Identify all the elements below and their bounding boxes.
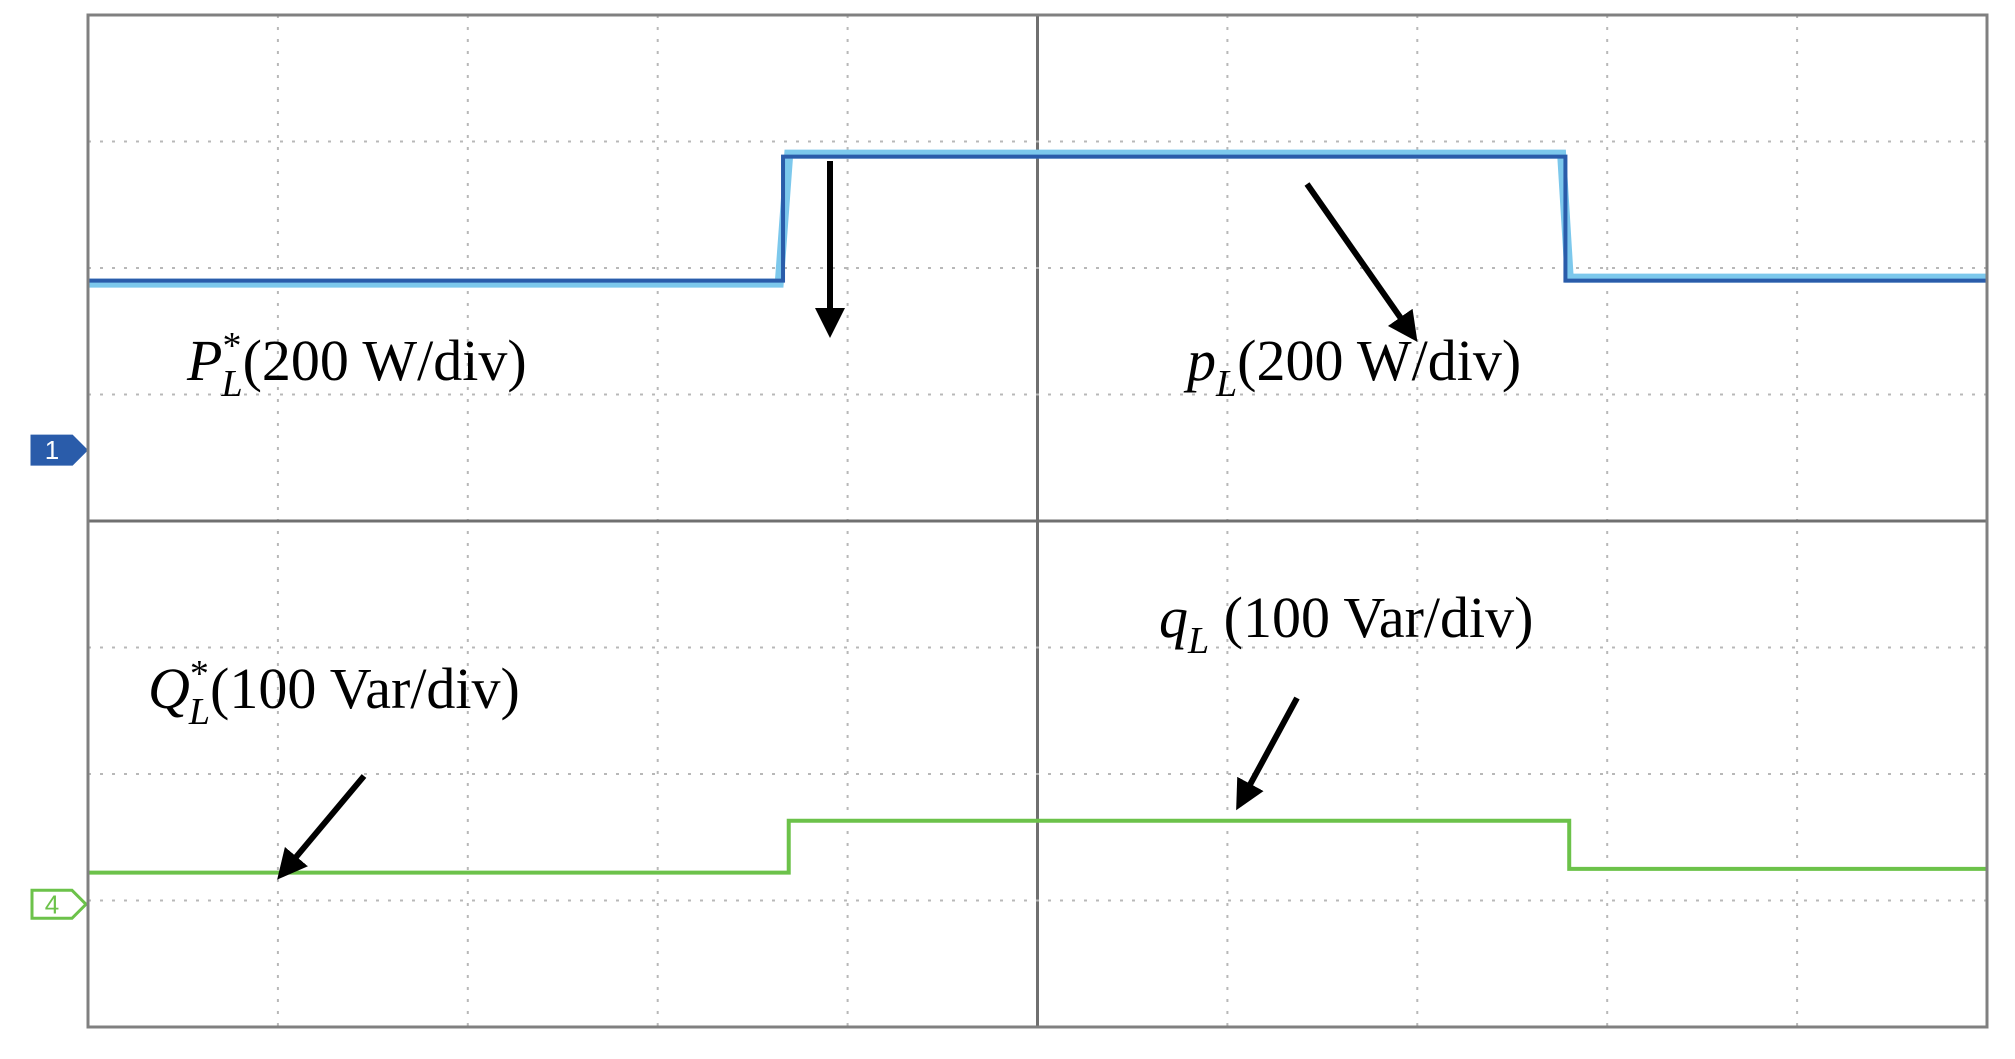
frame (86, 13, 1989, 1029)
subscript: L (220, 363, 242, 405)
symbol: P (186, 328, 222, 393)
annotation: qL (100 Var/div) (1159, 585, 1533, 662)
annotation: pL(200 W/div) (1183, 328, 1521, 405)
arrow (277, 774, 367, 880)
annotation-text: (100 Var/div) (210, 656, 520, 721)
subscript: L (1215, 363, 1237, 405)
grid (88, 15, 1987, 1027)
symbol: p (1183, 328, 1216, 393)
arrow (1236, 696, 1300, 811)
trace (88, 149, 1987, 288)
annotation: Q* L(100 Var/div) (148, 653, 520, 733)
symbol: q (1159, 585, 1188, 650)
annotation-text: (200 W/div) (243, 328, 527, 393)
trace (88, 818, 1987, 875)
channel-label: 1 (45, 435, 59, 465)
arrows (277, 161, 1418, 880)
subscript: L (1187, 620, 1209, 662)
superscript: * (190, 653, 209, 695)
traces: 14 (30, 149, 1987, 920)
symbol: Q (148, 656, 190, 721)
annotations: P* L(200 W/div) pL(200 W/div)Q* L(100 Var/d… (148, 325, 1533, 733)
channel-marker (30, 434, 89, 466)
annotation: P* L(200 W/div) (186, 325, 527, 405)
channel-label: 4 (45, 889, 59, 919)
channel-marker (30, 888, 89, 920)
subscript: L (188, 691, 210, 733)
arrow (1304, 182, 1418, 342)
annotation-text: (200 W/div) (1237, 328, 1521, 393)
annotation-text: (100 Var/div) (1209, 585, 1533, 650)
trace (88, 154, 1987, 283)
superscript: * (222, 325, 241, 367)
